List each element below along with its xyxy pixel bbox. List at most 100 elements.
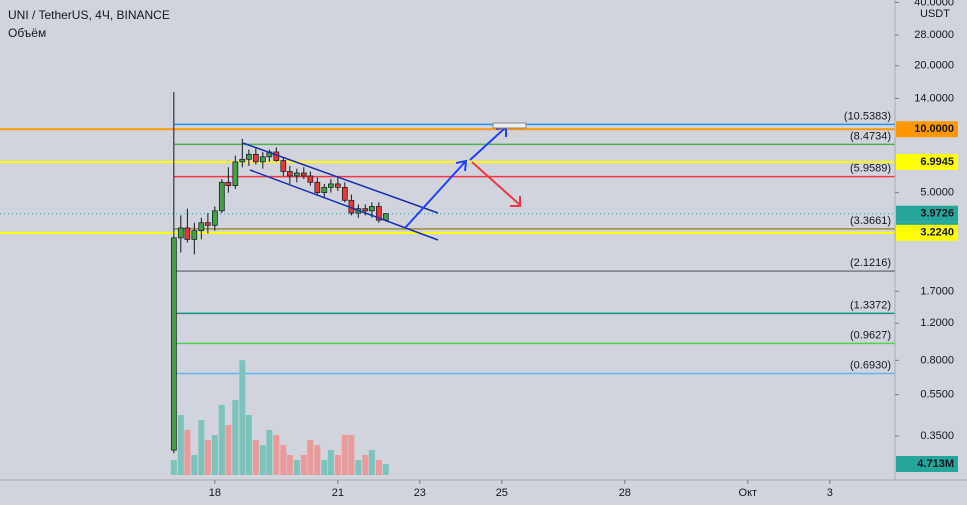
candle-body xyxy=(239,158,246,163)
volume-bar xyxy=(204,440,211,475)
volume-bar xyxy=(375,460,382,475)
y-tick-label: 0.8000 xyxy=(920,354,954,366)
volume-bar xyxy=(225,425,232,475)
price-badge xyxy=(896,224,958,241)
volume-bar xyxy=(259,445,266,475)
level-label: (8.4734) xyxy=(850,130,891,142)
volume-bar xyxy=(211,435,218,475)
channel-upper xyxy=(242,142,439,214)
candle-body xyxy=(280,160,287,172)
plot: (10.5383) (8.4734) (5.9589) (3.3661) (2.1216… xyxy=(0,92,895,475)
candle-body xyxy=(232,161,239,186)
volume-bar xyxy=(341,435,348,475)
arrow-head xyxy=(455,159,468,172)
candle-body xyxy=(307,175,314,183)
candle-body xyxy=(334,183,341,188)
x-tick-label: Окт xyxy=(739,487,758,499)
level-label: (3.3661) xyxy=(850,215,891,227)
volume-bar xyxy=(280,445,287,475)
volume-bar xyxy=(293,460,300,475)
x-tick-label: 28 xyxy=(619,487,631,499)
volume-bar xyxy=(321,460,328,475)
x-tick-label: 25 xyxy=(496,487,508,499)
volume-bar xyxy=(348,435,355,475)
level-label: (0.9627) xyxy=(850,329,891,341)
volume-bar xyxy=(362,454,369,475)
y-tick-label: 28.0000 xyxy=(914,29,954,41)
volume-bar xyxy=(184,429,191,475)
candle-body xyxy=(184,227,191,240)
chart-subtitle: Объём xyxy=(8,26,46,40)
volume-bar xyxy=(307,440,314,475)
volume-bar xyxy=(239,360,246,475)
y-tick-label: 0.5500 xyxy=(920,389,954,401)
arrow-up-1 xyxy=(404,161,466,229)
candle-body xyxy=(287,171,293,177)
x-tick-label: 23 xyxy=(414,487,426,499)
x-tick-label: 18 xyxy=(209,487,221,499)
x-tick-label: 21 xyxy=(332,487,344,499)
y-tick-label: 40.0000 xyxy=(914,0,954,8)
candle-body xyxy=(205,222,211,226)
level-label: (10.5383) xyxy=(844,110,891,122)
candle-body xyxy=(321,186,328,194)
candle-body xyxy=(225,181,232,186)
candle-body xyxy=(252,153,259,163)
candle-body xyxy=(170,237,177,451)
arrow-head xyxy=(510,196,521,207)
candle-body xyxy=(177,227,184,239)
price-badge xyxy=(896,205,958,222)
level-label: (5.9589) xyxy=(850,163,891,175)
axis: 40.0000 28.0000 20.0000 14.0000 5.0000 1.7000… xyxy=(209,0,958,499)
volume-bar xyxy=(273,435,280,475)
currency: USDT xyxy=(920,8,950,20)
volume-bar xyxy=(232,400,239,475)
volume-bar xyxy=(177,415,184,475)
candle-body xyxy=(259,156,266,163)
volume-bar xyxy=(218,405,225,475)
level-label: (0.6930) xyxy=(850,359,891,371)
candle-body xyxy=(293,172,300,177)
price-badge-label: 3.9726 xyxy=(920,208,954,220)
price-badge-label: 6.9945 xyxy=(920,156,954,168)
candle-body xyxy=(218,181,225,212)
volume-badge-label: 4.713M xyxy=(917,458,954,470)
chart-title: UNI / TetherUS, 4Ч, BINANCE xyxy=(8,8,170,22)
candle-body xyxy=(375,206,382,221)
level-label: (2.1216) xyxy=(850,257,891,269)
y-tick-label: 0.3500 xyxy=(920,430,954,442)
level-label: (1.3372) xyxy=(850,299,891,311)
y-tick-label: 14.0000 xyxy=(914,92,954,104)
channel-lower xyxy=(249,169,439,241)
volume-bar xyxy=(368,450,375,475)
volume-bar xyxy=(314,445,321,475)
price-badge-label: 10.0000 xyxy=(914,123,954,135)
candle-body xyxy=(191,230,198,240)
x-tick-label: 3 xyxy=(827,487,833,499)
y-tick-label: 1.7000 xyxy=(920,285,954,297)
drawings xyxy=(242,122,527,241)
y-tick-label: 5.0000 xyxy=(920,187,954,199)
volume-bar xyxy=(286,454,293,475)
candle-body xyxy=(369,206,375,212)
candle-body xyxy=(314,181,321,194)
target-box xyxy=(492,122,527,129)
volume-bar xyxy=(355,460,362,475)
volume-bar xyxy=(245,415,252,475)
volume-bar xyxy=(382,464,389,475)
y-tick-label: 1.2000 xyxy=(920,317,954,329)
volume-bar xyxy=(170,460,177,475)
volume-bar xyxy=(198,420,205,475)
candle-body xyxy=(211,210,218,226)
volume-bar xyxy=(300,454,307,475)
arrow-down xyxy=(471,161,521,206)
candle-body xyxy=(198,222,205,232)
volume-badge xyxy=(896,456,958,473)
volume-bar xyxy=(252,440,259,475)
y-tick-label: 20.0000 xyxy=(914,60,954,72)
volume-bar xyxy=(266,429,273,475)
candle-body xyxy=(246,153,252,160)
candle-body xyxy=(341,186,348,201)
